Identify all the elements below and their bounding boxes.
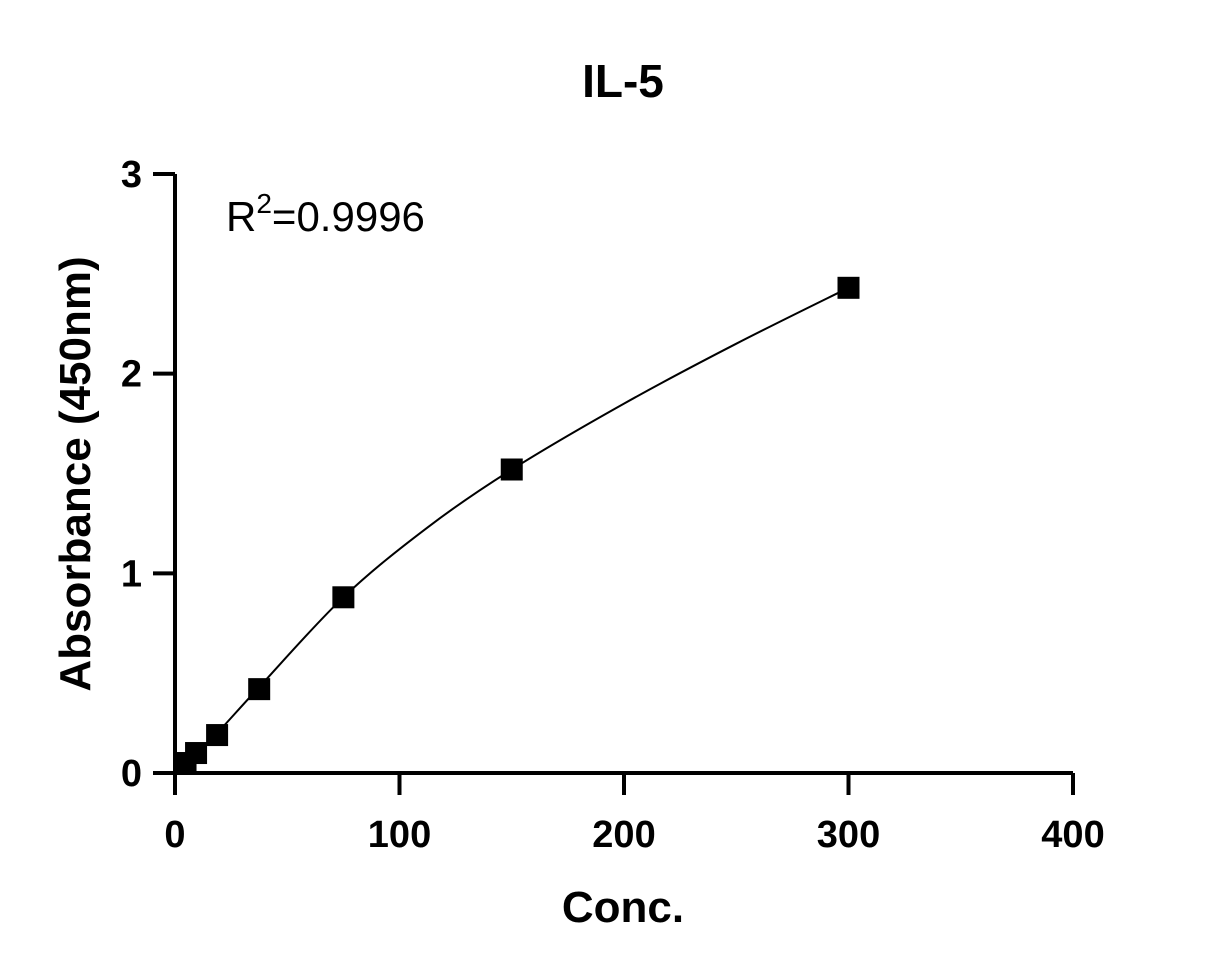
r-squared-annotation: R2=0.9996 <box>226 188 425 240</box>
y-axis-label: Absorbance (450nm) <box>51 256 100 691</box>
x-tick-label: 200 <box>592 814 655 856</box>
axes <box>173 174 1073 775</box>
y-ticks: 0 1 2 3 <box>121 154 175 795</box>
data-point <box>248 678 271 701</box>
y-tick-label: 0 <box>121 753 142 795</box>
r-squared-base: R <box>226 193 256 240</box>
y-tick-label: 3 <box>121 154 142 196</box>
data-points <box>174 276 860 775</box>
x-tick-label: 0 <box>164 814 185 856</box>
r-squared-value: =0.9996 <box>272 193 425 240</box>
x-axis-label: Conc. <box>562 883 684 932</box>
data-point <box>185 742 208 765</box>
data-point <box>837 276 860 299</box>
x-tick-label: 400 <box>1041 814 1104 856</box>
x-ticks: 0 100 200 300 400 <box>164 773 1105 856</box>
fit-curve <box>174 286 849 774</box>
r-squared-superscript: 2 <box>256 188 272 219</box>
x-tick-label: 300 <box>817 814 880 856</box>
chart-title: IL-5 <box>582 55 664 107</box>
y-tick-label: 1 <box>121 553 142 595</box>
y-tick-label: 2 <box>121 354 142 396</box>
data-point <box>500 458 523 481</box>
x-tick-label: 100 <box>368 814 431 856</box>
data-point <box>206 724 229 747</box>
data-point <box>332 586 355 609</box>
